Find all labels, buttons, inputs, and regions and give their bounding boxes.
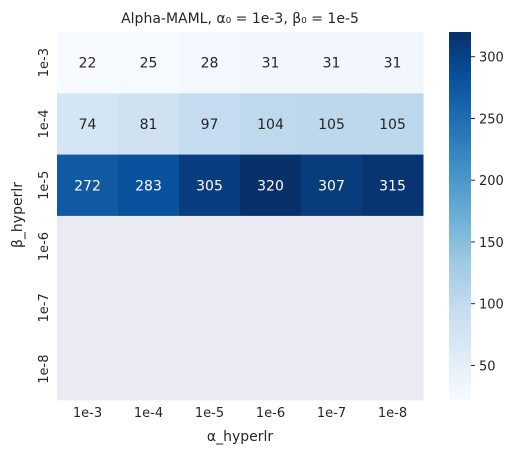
heatmap-cell xyxy=(118,93,180,156)
heatmap-cell xyxy=(240,93,302,156)
heatmap-cell xyxy=(362,93,424,156)
colorbar-tick-label: 250 xyxy=(479,112,504,127)
cell-value-label: 81 xyxy=(140,117,158,133)
heatmap-cell xyxy=(57,338,119,401)
heatmap-cell xyxy=(362,215,424,278)
x-tick-labels: 1e-3 1e-4 1e-5 1e-6 1e-7 1e-8 xyxy=(73,406,407,421)
cell-value-label: 97 xyxy=(201,117,219,133)
heatmap-cell xyxy=(118,154,180,217)
colorbar-tick-label: 50 xyxy=(479,359,496,374)
cell-value-label: 28 xyxy=(201,56,219,72)
cell-value-label: 31 xyxy=(384,56,402,72)
heatmap-cell xyxy=(240,215,302,278)
heatmap-cell xyxy=(362,154,424,217)
heatmap-cell xyxy=(362,32,424,94)
heatmap-cell xyxy=(301,215,363,278)
cell-value-label: 320 xyxy=(257,178,284,194)
cell-value-label: 305 xyxy=(196,178,223,194)
heatmap-cell xyxy=(362,338,424,401)
heatmap-cell xyxy=(301,338,363,401)
heatmap-cell xyxy=(179,338,241,401)
cell-value-label: 307 xyxy=(318,178,345,194)
heatmap-cell xyxy=(240,32,302,94)
heatmap-cell xyxy=(118,32,180,94)
cell-value-label: 105 xyxy=(318,117,345,133)
y-tick-label: 1e-4 xyxy=(37,109,52,138)
heatmap-cell xyxy=(179,154,241,217)
cell-value-labels: 22 25 28 31 31 31 74 81 97 104 105 105 272 283 305 320 3… xyxy=(74,56,406,195)
colorbar-tick-label: 200 xyxy=(479,174,504,189)
cell-value-label: 104 xyxy=(257,117,284,133)
cell-value-label: 105 xyxy=(379,117,406,133)
heatmap-cell xyxy=(57,215,119,278)
cell-value-label: 283 xyxy=(135,178,162,194)
colorbar-tick-labels: 50 100 150 200 250 300 xyxy=(471,51,504,374)
heatmap-cell xyxy=(240,154,302,217)
x-tick-label: 1e-4 xyxy=(134,406,163,421)
cell-value-label: 31 xyxy=(262,56,280,72)
y-tick-label: 1e-3 xyxy=(37,48,52,77)
heatmap-cell xyxy=(57,32,119,94)
heatmap-cell xyxy=(301,277,363,339)
heatmap-cell xyxy=(57,93,119,156)
heatmap-cell xyxy=(179,93,241,156)
x-tick-label: 1e-8 xyxy=(378,406,407,421)
heatmap-cell xyxy=(179,215,241,278)
x-tick-label: 1e-6 xyxy=(256,406,285,421)
heatmap-cell xyxy=(240,277,302,339)
heatmap-cell xyxy=(362,277,424,339)
y-axis-label: β_hyperlr xyxy=(10,182,26,248)
heatmap-cell xyxy=(118,277,180,339)
cell-value-label: 25 xyxy=(140,56,158,72)
colorbar-tick-label: 150 xyxy=(479,236,504,251)
y-tick-label: 1e-5 xyxy=(37,171,52,200)
heatmap-cell xyxy=(179,32,241,94)
cell-value-label: 22 xyxy=(79,56,97,72)
heatmap-cell xyxy=(301,93,363,156)
heatmap-cell xyxy=(301,154,363,217)
x-tick-label: 1e-7 xyxy=(317,406,346,421)
cell-value-label: 74 xyxy=(79,117,97,133)
colorbar-tick-label: 300 xyxy=(479,51,504,66)
heatmap-cell xyxy=(57,277,119,339)
cell-value-label: 315 xyxy=(379,178,406,194)
x-axis-label: α_hyperlr xyxy=(207,429,274,445)
x-tick-label: 1e-5 xyxy=(195,406,224,421)
heatmap-cell xyxy=(118,338,180,401)
cell-value-label: 272 xyxy=(74,178,101,194)
heatmap-cell xyxy=(118,215,180,278)
y-tick-label: 1e-8 xyxy=(37,355,52,384)
heatmap-cell xyxy=(301,32,363,94)
heatmap-cell xyxy=(240,338,302,401)
colorbar xyxy=(449,32,471,400)
heatmap-cells xyxy=(57,32,424,401)
x-tick-label: 1e-3 xyxy=(73,406,102,421)
heatmap-cell xyxy=(179,277,241,339)
colorbar-tick-label: 100 xyxy=(479,298,504,313)
y-tick-labels: 1e-3 1e-4 1e-5 1e-6 1e-7 1e-8 xyxy=(37,48,52,384)
y-tick-label: 1e-6 xyxy=(37,232,52,261)
y-tick-label: 1e-7 xyxy=(37,293,52,322)
heatmap-cell xyxy=(57,154,119,217)
cell-value-label: 31 xyxy=(323,56,341,72)
chart-title: Alpha-MAML, α₀ = 1e-3, β₀ = 1e-5 xyxy=(121,11,359,27)
